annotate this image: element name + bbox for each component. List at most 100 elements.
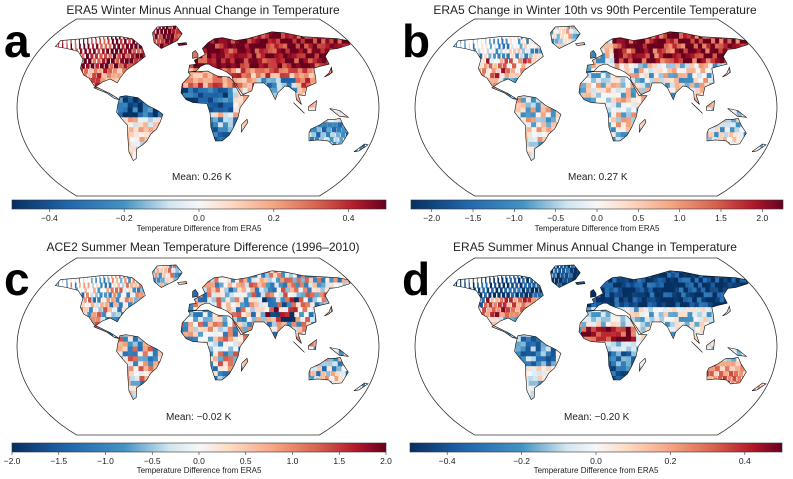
- heatmap-cell: [83, 38, 85, 45]
- heatmap-cell: [272, 287, 280, 294]
- heatmap-cell: [714, 48, 723, 55]
- heatmap-cell: [203, 87, 209, 94]
- heatmap-cell: [112, 53, 117, 60]
- heatmap-cell: [260, 53, 268, 60]
- heatmap-cell: [74, 277, 76, 284]
- heatmap-cell: [264, 68, 272, 74]
- heatmap-cell: [227, 43, 234, 50]
- heatmap-cell: [169, 264, 173, 269]
- heatmap-cell: [188, 97, 194, 104]
- heatmap-cell: [274, 282, 282, 289]
- heatmap-cell: [240, 307, 247, 313]
- heatmap-cell: [117, 102, 124, 109]
- heatmap-cell: [299, 73, 306, 79]
- heatmap-cell: [112, 307, 117, 313]
- heatmap-cell: [221, 302, 228, 308]
- heatmap-cell: [533, 141, 540, 148]
- heatmap-cell: [237, 82, 244, 89]
- heatmap-cell: [570, 25, 575, 30]
- heatmap-cell: [616, 117, 622, 123]
- heatmap-cell: [276, 277, 284, 284]
- heatmap-cell: [276, 38, 284, 45]
- heatmap-cell: [311, 287, 320, 294]
- heatmap-cell: [152, 38, 157, 45]
- heatmap-cell: [112, 68, 117, 74]
- heatmap-cell: [274, 43, 282, 50]
- heatmap-cell: [337, 122, 343, 128]
- heatmap-cell: [567, 25, 571, 30]
- heatmap-cell: [111, 58, 115, 64]
- heatmap-cell: [739, 127, 745, 133]
- heatmap-cell: [496, 68, 501, 74]
- heatmap-cell: [104, 63, 109, 69]
- heatmap-cell: [265, 282, 274, 289]
- heatmap-cell: [311, 132, 316, 138]
- heatmap-cell: [725, 122, 731, 128]
- heatmap-cell: [678, 78, 686, 84]
- heatmap-cell: [690, 87, 697, 94]
- heatmap-cell: [494, 43, 497, 50]
- heatmap-cell: [247, 53, 254, 60]
- heatmap-cell: [188, 307, 194, 313]
- heatmap-cell: [649, 78, 656, 84]
- colorbar-tick-label: 1.0: [674, 213, 686, 223]
- heatmap-cell: [693, 78, 701, 84]
- heatmap-cell: [524, 53, 529, 60]
- heatmap-cell: [137, 117, 144, 123]
- heatmap-cell: [586, 87, 592, 94]
- heatmap-cell: [233, 48, 240, 55]
- heatmap-cell: [606, 97, 612, 104]
- heatmap-cell: [62, 282, 64, 289]
- heatmap-cell: [236, 307, 243, 313]
- heatmap-cell: [219, 43, 225, 50]
- heatmap-cell: [128, 122, 135, 128]
- heatmap-cell: [611, 117, 617, 123]
- heatmap-cell: [586, 78, 592, 84]
- heatmap-cell: [117, 112, 124, 119]
- heatmap-cell: [132, 112, 139, 119]
- heatmap-cell: [213, 117, 219, 123]
- colorbar-tick-label: 2.0: [756, 213, 768, 223]
- heatmap-cell: [238, 53, 245, 60]
- heatmap-cell: [217, 132, 224, 138]
- heatmap-cell: [230, 297, 237, 303]
- heatmap-cell: [174, 33, 179, 40]
- heatmap-cell: [312, 297, 321, 303]
- colorbar-tick-label: −0.2: [116, 213, 133, 223]
- heatmap-cell: [556, 25, 559, 30]
- heatmap-cell: [653, 73, 661, 79]
- heatmap-cell: [705, 48, 714, 55]
- heatmap-cell: [84, 287, 87, 294]
- heatmap-cell: [535, 117, 542, 123]
- heatmap-cell: [158, 25, 161, 30]
- heatmap-cell: [520, 117, 527, 123]
- heatmap-cell: [147, 117, 154, 123]
- heatmap-cell: [223, 282, 230, 289]
- colorbar-tick-label: −1.0: [506, 213, 523, 223]
- heatmap-cell: [630, 78, 637, 84]
- heatmap-cell: [224, 287, 231, 294]
- heatmap-cell: [137, 112, 144, 119]
- heatmap-cell: [282, 63, 289, 69]
- heatmap-cell: [236, 68, 243, 74]
- heatmap-cell: [724, 127, 730, 133]
- coastline: [116, 95, 164, 162]
- heatmap-cell: [628, 58, 635, 64]
- heatmap-cell: [267, 287, 275, 294]
- heatmap-cell: [298, 287, 307, 294]
- coastline: [590, 50, 597, 59]
- heatmap-cell: [230, 302, 237, 308]
- heatmap-cell: [320, 48, 329, 55]
- heatmap-cell: [663, 53, 671, 60]
- heatmap-cell: [210, 277, 216, 284]
- heatmap-cell: [92, 297, 96, 303]
- heatmap-cell: [616, 112, 622, 119]
- heatmap-cell: [620, 82, 627, 89]
- heatmap-cell: [269, 68, 276, 74]
- coastline: [192, 50, 199, 59]
- heatmap-cell: [303, 73, 311, 79]
- heatmap-cell: [207, 73, 214, 79]
- coastline: [308, 117, 349, 146]
- heatmap-cell: [242, 82, 249, 89]
- heatmap-cell: [221, 63, 228, 69]
